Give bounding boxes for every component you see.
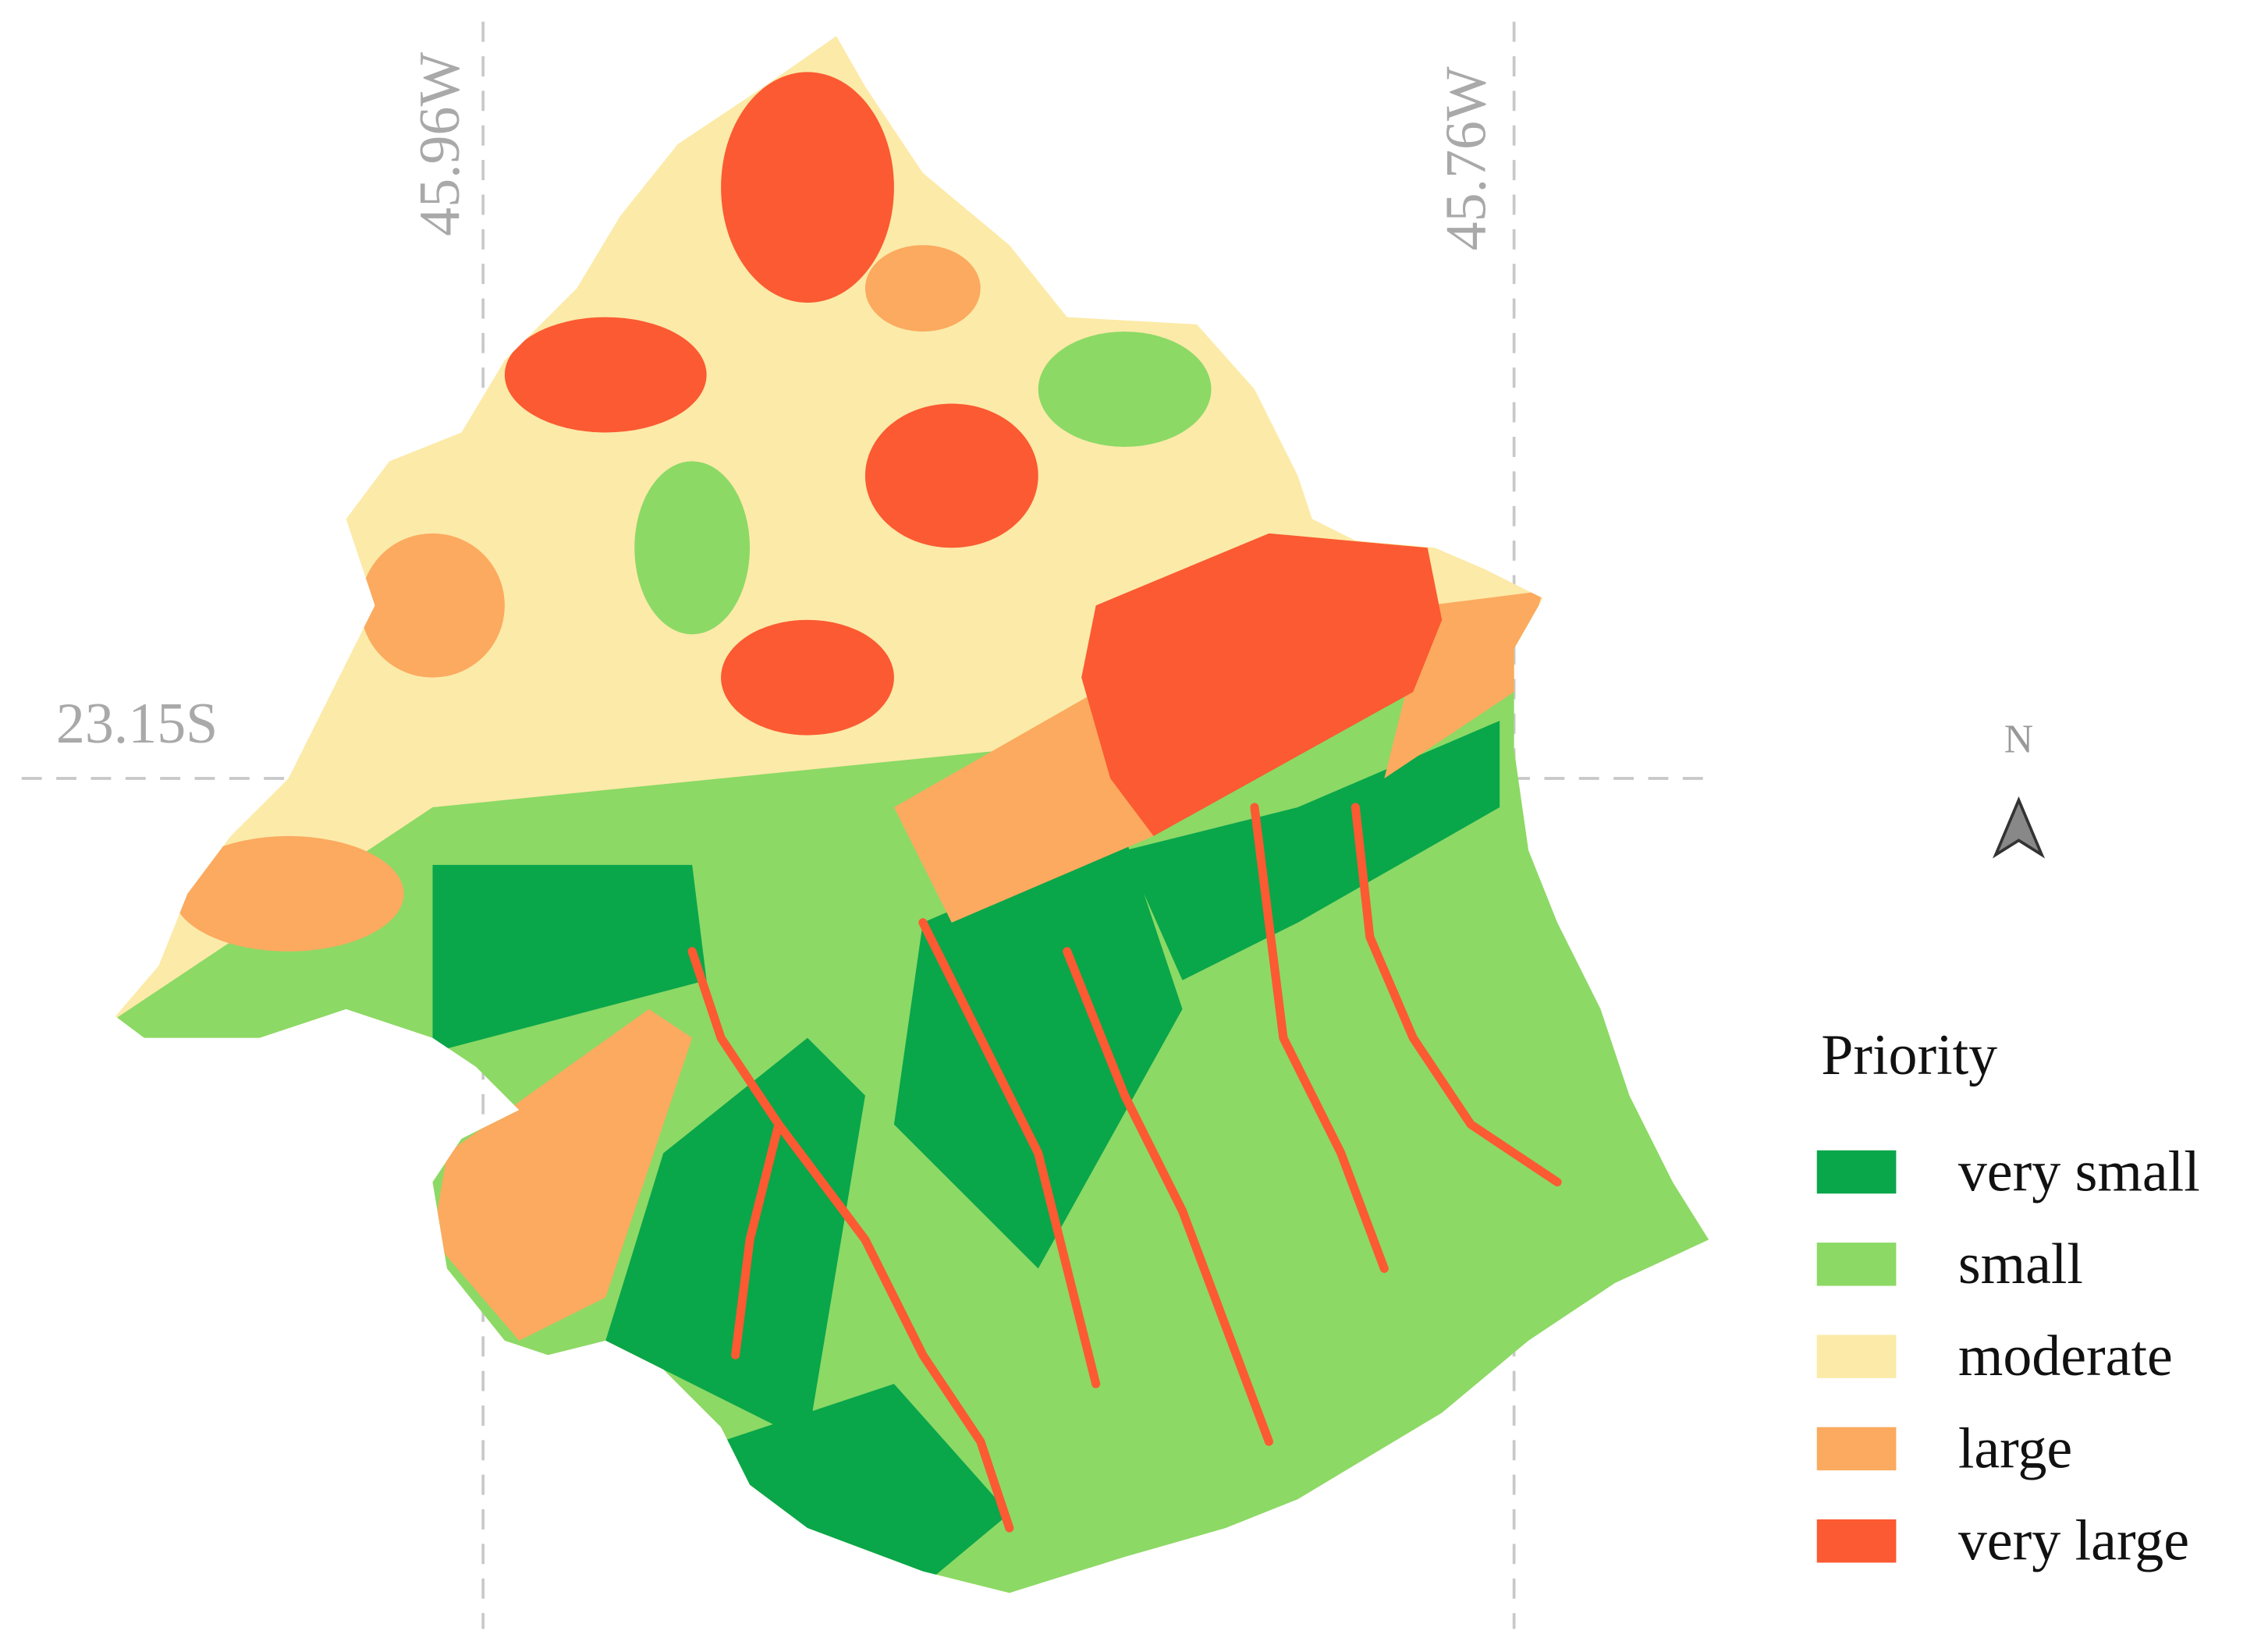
legend: very small small moderate large very large	[1816, 1140, 2200, 1572]
legend-label: very small	[1958, 1140, 2200, 1204]
map-region	[360, 533, 505, 678]
map-region	[893, 835, 1183, 1269]
river	[687, 947, 1014, 1533]
legend-swatch	[1816, 1150, 1897, 1194]
map-region	[172, 835, 404, 952]
legend-swatch	[1816, 1243, 1897, 1286]
river	[1351, 803, 1562, 1187]
map-region	[605, 1037, 865, 1442]
map-region	[634, 461, 751, 635]
legend-label: moderate	[1958, 1324, 2173, 1388]
map-region	[504, 317, 707, 433]
river	[1250, 803, 1389, 1273]
legend-label: very large	[1958, 1508, 2189, 1572]
map-region	[1124, 721, 1500, 980]
map-region	[432, 1009, 693, 1341]
legend-title: Priority	[1821, 1023, 1997, 1087]
map-region	[1038, 331, 1212, 447]
map-region	[721, 72, 894, 303]
legend-label: large	[1958, 1416, 2072, 1480]
river	[731, 1120, 783, 1360]
north-arrow	[1992, 796, 2046, 859]
legend-swatch	[1816, 1335, 1897, 1378]
map-region	[893, 692, 1154, 923]
map-region	[721, 619, 894, 736]
north-label: N	[2004, 718, 2033, 762]
map-region	[432, 864, 707, 1053]
longitude-label: 45.96W	[407, 52, 471, 236]
river	[1063, 947, 1273, 1446]
river	[918, 918, 1101, 1388]
longitude-label: 45.76W	[1434, 66, 1498, 250]
map-region	[864, 245, 981, 332]
map-region	[1081, 533, 1443, 836]
legend-label: small	[1958, 1232, 2083, 1296]
latitude-label: 23.15S	[56, 691, 218, 755]
legend-swatch	[1816, 1427, 1897, 1471]
legend-swatch	[1816, 1519, 1897, 1563]
map-region	[864, 403, 1038, 548]
